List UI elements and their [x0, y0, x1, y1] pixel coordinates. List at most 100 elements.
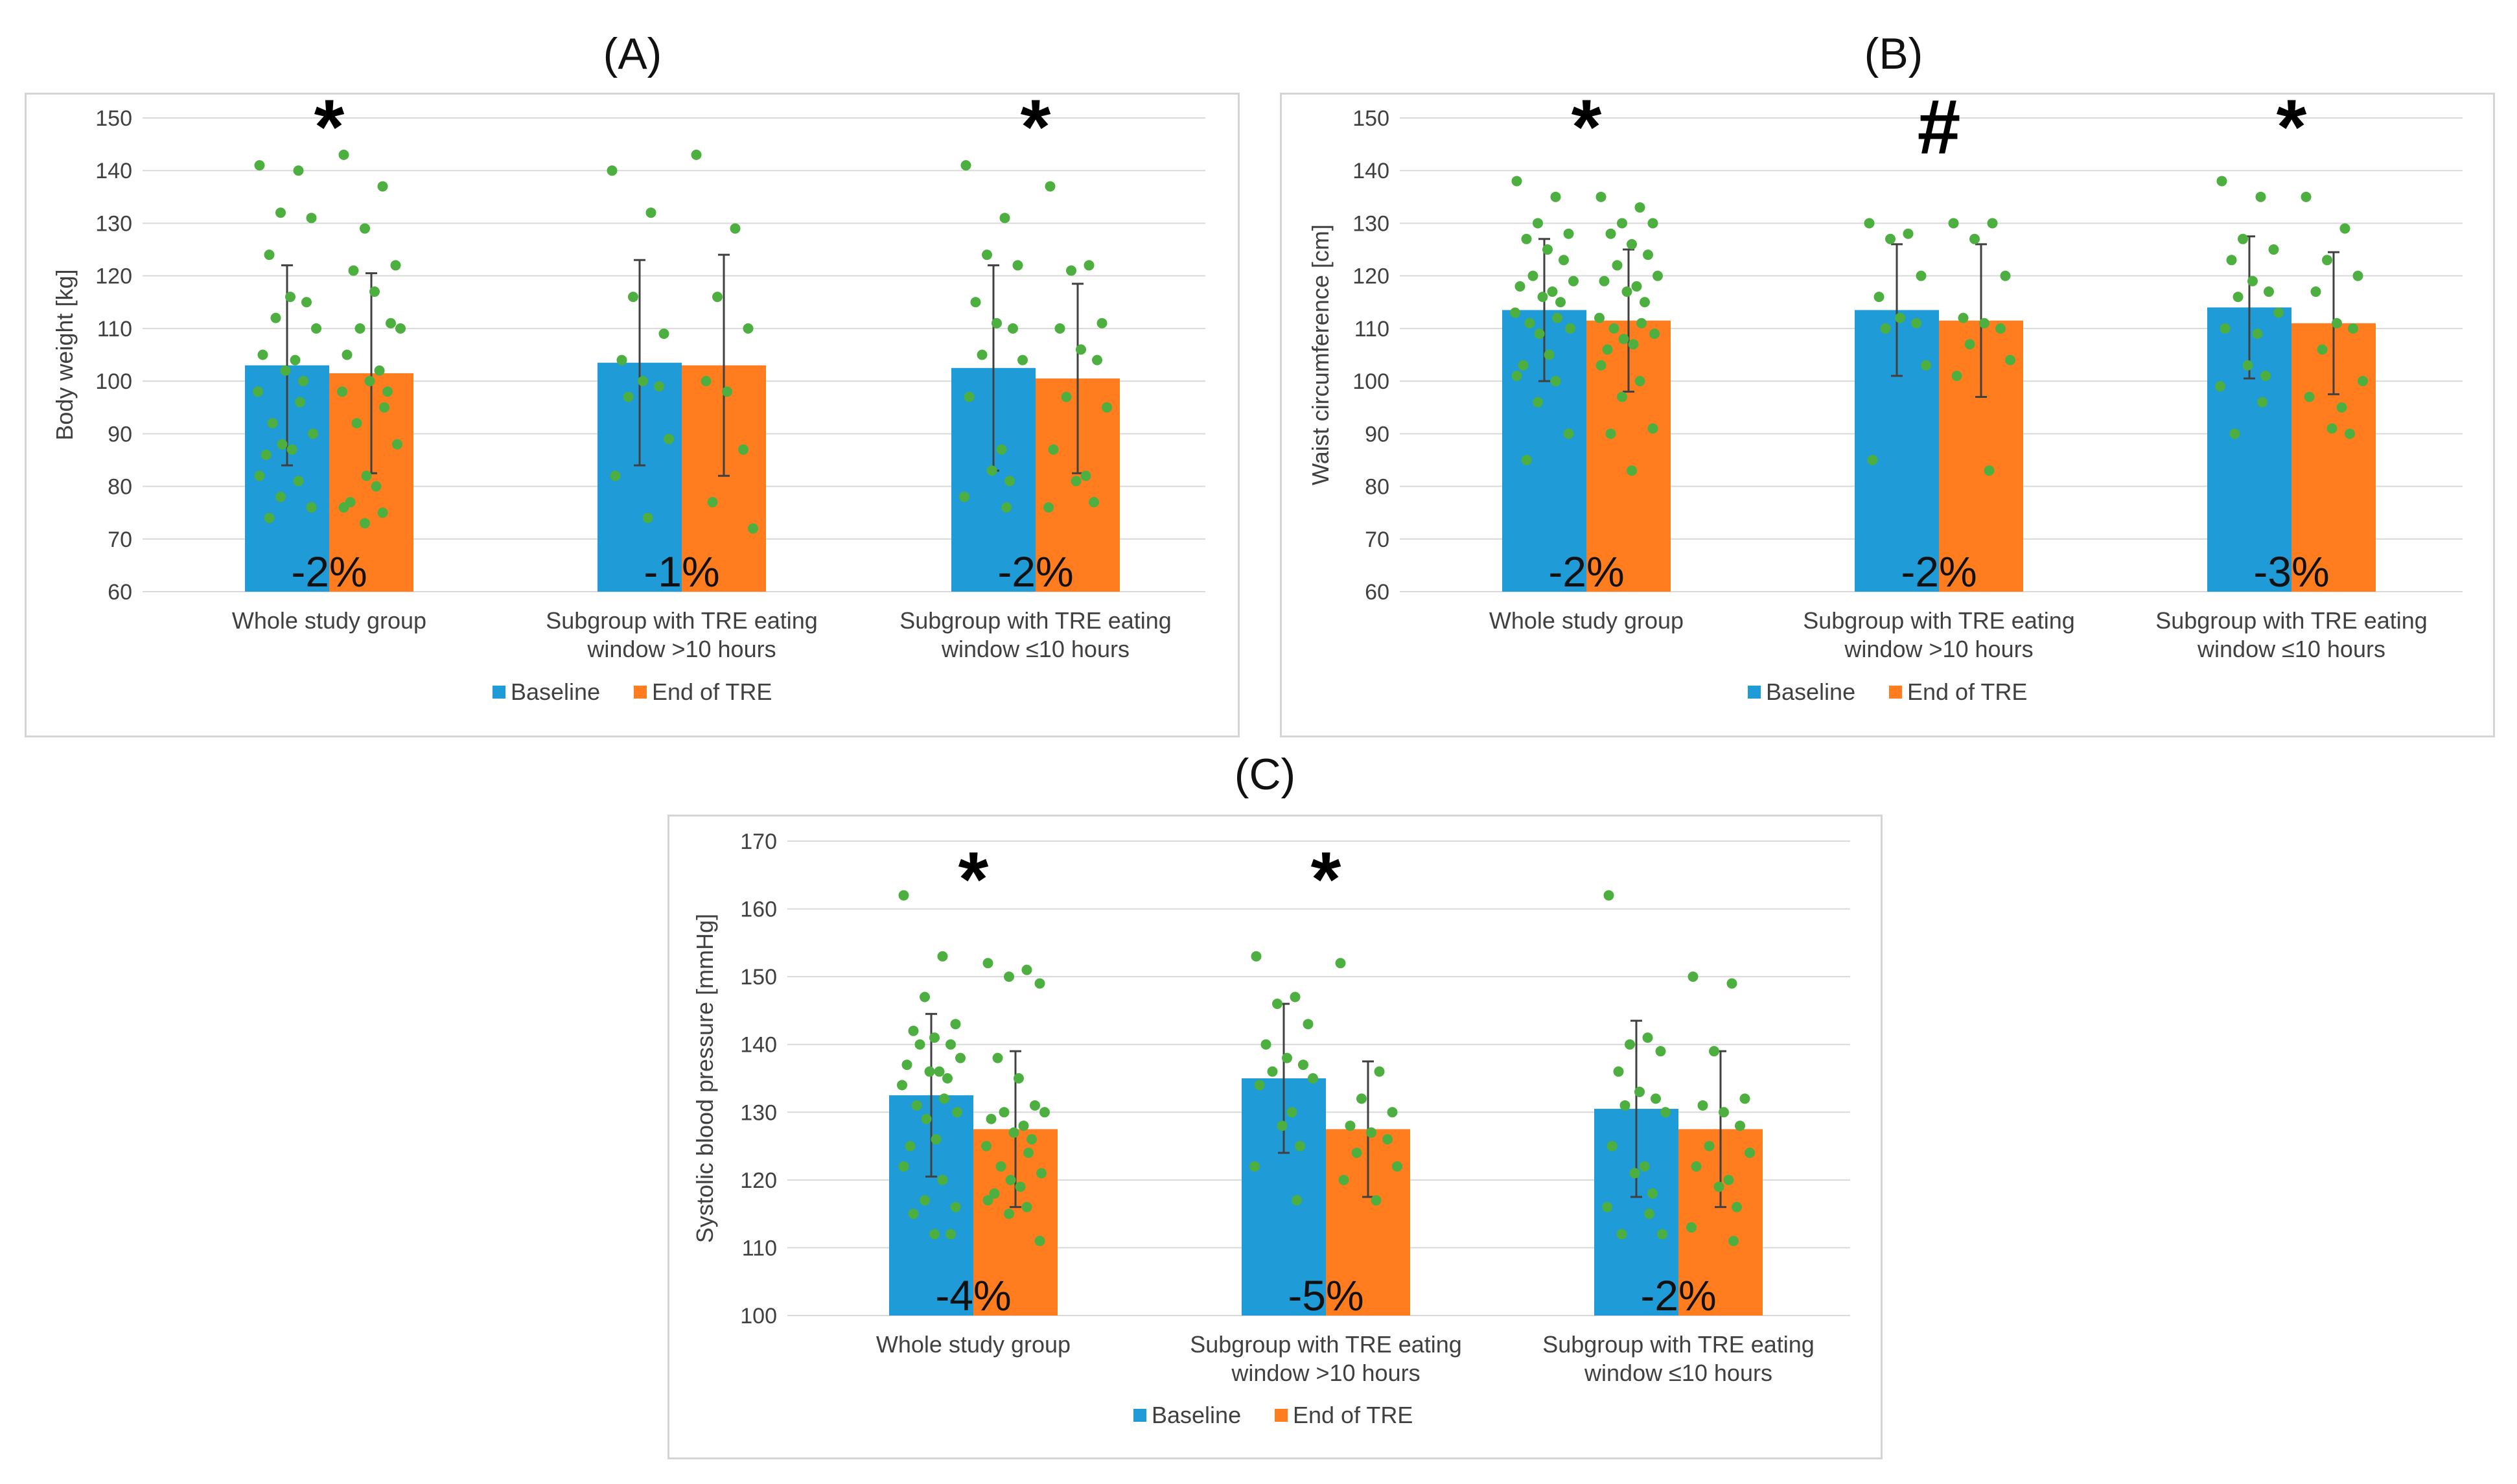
- panel-a-data-point: [658, 329, 669, 340]
- panel-b-data-point: [1595, 360, 1606, 371]
- panel-c-y-tick-label: 130: [740, 1100, 777, 1125]
- panel-a-data-point: [377, 181, 388, 192]
- panel-b-pct-change-label: -2%: [1901, 548, 1977, 596]
- panel-c-y-tick-label: 110: [742, 1236, 777, 1260]
- panel-c-data-point: [1286, 1107, 1297, 1118]
- panel-a-data-point: [1071, 476, 1082, 487]
- panel-b-y-tick-label: 140: [1352, 159, 1389, 183]
- panel-c-data-point: [1298, 1060, 1308, 1071]
- panel-b-title: (B): [1864, 29, 1923, 78]
- panel-c-data-point: [1034, 978, 1045, 989]
- panel-b-data-point: [1636, 318, 1647, 329]
- panel-c-legend-swatch-end: [1275, 1409, 1288, 1422]
- panel-b-data-point: [1524, 318, 1535, 329]
- panel-a-data-point: [730, 223, 741, 234]
- panel-c-data-point: [942, 1073, 953, 1084]
- panel-a-data-point: [264, 249, 275, 261]
- panel-a-data-point: [1054, 323, 1065, 334]
- panel-a-data-point: [277, 439, 288, 450]
- panel-a-data-point: [254, 470, 265, 481]
- panel-a-data-point: [712, 292, 723, 303]
- panel-b-data-point: [1595, 191, 1606, 202]
- panel-a-data-point: [664, 434, 674, 445]
- panel-b-data-point: [1599, 275, 1610, 286]
- panel-c-data-point: [914, 1039, 925, 1050]
- panel-c-data-point: [1697, 1100, 1708, 1111]
- panel-a-y-tick-label: 100: [95, 369, 132, 394]
- panel-a-data-point: [722, 386, 732, 397]
- panel-a-category-label: Whole study group: [232, 607, 426, 634]
- panel-c-data-point: [898, 890, 909, 901]
- panel-a-data-point: [295, 397, 305, 408]
- panel-b-data-point: [1958, 312, 1969, 323]
- panel-c-data-point: [1023, 1148, 1034, 1159]
- panel-a-data-point: [290, 354, 301, 365]
- panel-c-data-point: [1004, 971, 1014, 982]
- panel-a-data-point: [638, 376, 648, 387]
- panel-b-data-point: [1537, 292, 1548, 303]
- panel-c-data-point: [1021, 964, 1032, 975]
- panel-a-data-point: [337, 386, 347, 397]
- panel-a-data-point: [280, 365, 291, 376]
- panel-c-data-point: [1660, 1107, 1671, 1118]
- panel-c-data-point: [1345, 1120, 1356, 1131]
- panel-a-data-point: [392, 439, 402, 450]
- panel-a-data-point: [379, 402, 389, 413]
- panel-a-data-point: [1061, 391, 1072, 402]
- panel-c-y-tick-label: 170: [740, 829, 777, 854]
- panel-b-category-label: Subgroup with TRE eating: [2155, 607, 2428, 634]
- panel-b-data-point: [1628, 339, 1639, 350]
- panel-c-data-point: [1338, 1174, 1349, 1185]
- panel-b-data-point: [2255, 191, 2266, 202]
- panel-b-data-point: [1979, 318, 1989, 329]
- panel-c-data-point: [1039, 1107, 1050, 1118]
- panel-c-data-point: [1655, 1046, 1666, 1057]
- panel-a-data-point: [960, 160, 971, 171]
- panel-a-data-point: [1076, 344, 1086, 355]
- panel-a-y-tick-label: 130: [95, 211, 132, 236]
- panel-b-data-point: [1533, 218, 1543, 229]
- panel-b-legend-swatch-baseline: [1748, 686, 1761, 699]
- panel-b-significance-marker: #: [1918, 84, 1961, 170]
- panel-b-data-point: [1608, 323, 1619, 334]
- panel-b-data-point: [2257, 397, 2268, 408]
- panel-b-data-point: [1555, 297, 1566, 308]
- panel-a-y-tick-label: 110: [97, 317, 132, 342]
- panel-a-data-point: [1001, 502, 1012, 513]
- panel-b-data-point: [1995, 323, 2006, 334]
- panel-b-data-point: [2273, 307, 2284, 318]
- panel-c-data-point: [1251, 951, 1262, 962]
- panel-c-data-point: [897, 1080, 907, 1091]
- panel-a-data-point: [628, 292, 638, 303]
- panel-a-data-point: [275, 207, 286, 218]
- panel-b-data-point: [1602, 344, 1613, 355]
- panel-b-data-point: [1640, 297, 1650, 308]
- panel-a-data-point: [293, 165, 304, 176]
- panel-a-data-point: [369, 286, 380, 297]
- panel-c-data-point: [939, 1093, 949, 1104]
- panel-a-data-point: [377, 507, 388, 518]
- panel-a-data-point: [1048, 444, 1059, 455]
- panel-c-category-label: window >10 hours: [1231, 1360, 1420, 1386]
- panel-b-data-point: [1895, 312, 1905, 323]
- panel-b-y-tick-label: 130: [1352, 211, 1389, 236]
- panel-c-data-point: [1732, 1201, 1742, 1212]
- panel-c-data-point: [1272, 998, 1282, 1009]
- panel-a-y-tick-label: 140: [95, 159, 132, 183]
- panel-a-data-point: [390, 260, 401, 271]
- panel-c-data-point: [929, 1032, 940, 1043]
- panel-c-data-point: [1639, 1161, 1650, 1172]
- panel-c-data-point: [920, 1195, 930, 1206]
- panel-b-data-point: [2229, 428, 2240, 439]
- panel-a-data-point: [371, 481, 382, 492]
- panel-b-legend-baseline: Baseline: [1766, 678, 1855, 705]
- panel-c-data-point: [1260, 1039, 1271, 1050]
- panel-a-category-label: Subgroup with TRE eating: [546, 607, 818, 634]
- panel-a-data-point: [607, 165, 618, 176]
- panel-b-data-point: [1563, 228, 1574, 239]
- panel-a-data-point: [270, 312, 281, 323]
- panel-c-data-point: [1005, 1174, 1016, 1185]
- panel-a-data-point: [1043, 502, 1054, 513]
- panel-b-data-point: [1511, 370, 1522, 381]
- panel-c-data-point: [1625, 1039, 1635, 1050]
